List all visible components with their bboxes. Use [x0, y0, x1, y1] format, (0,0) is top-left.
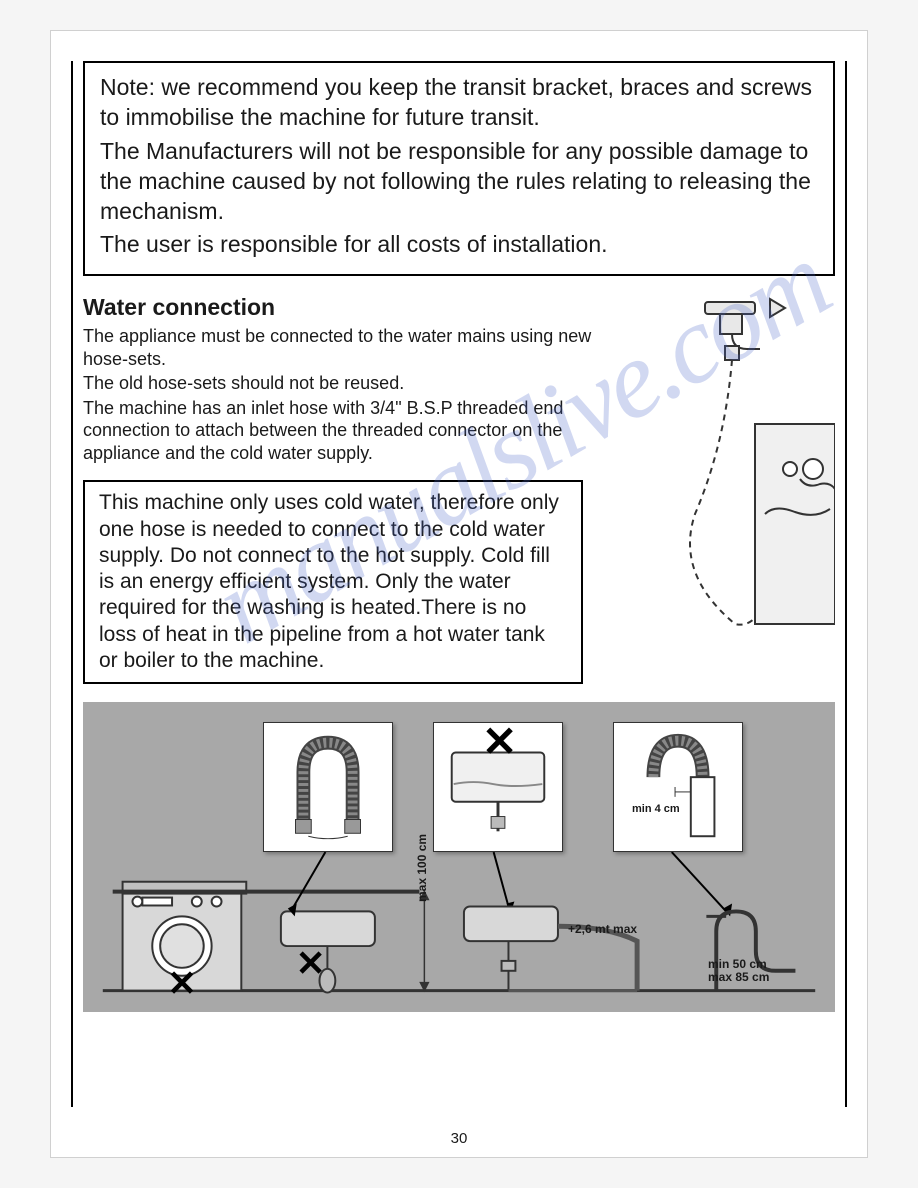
svg-text:✕: ✕	[296, 944, 326, 984]
mt-max-label: +2,6 mt max	[568, 922, 637, 936]
content-frame: Note: we recommend you keep the transit …	[71, 61, 847, 1107]
cold-water-text: This machine only uses cold water, there…	[99, 491, 559, 672]
tap-hose-diagram	[635, 294, 835, 654]
cold-water-info-box: This machine only uses cold water, there…	[83, 480, 583, 684]
water-p1: The appliance must be connected to the w…	[83, 325, 625, 370]
water-p2: The old hose-sets should not be reused.	[83, 372, 625, 395]
manual-page: Note: we recommend you keep the transit …	[50, 30, 868, 1158]
water-connection-title: Water connection	[83, 294, 625, 321]
callout-min4-label: min 4 cm	[632, 803, 680, 815]
drain-callout-standpipe: min 4 cm	[613, 722, 743, 852]
max-100-label: max 100 cm	[415, 834, 429, 902]
drain-callout-sink-wrong: ✕	[433, 722, 563, 852]
drain-diagram-panel: ✕ ✕	[83, 702, 835, 1012]
water-connection-text: Water connection The appliance must be c…	[83, 294, 625, 466]
transit-note-box: Note: we recommend you keep the transit …	[83, 61, 835, 276]
water-connection-body: The appliance must be connected to the w…	[83, 325, 625, 464]
svg-text:✕: ✕	[167, 964, 197, 1004]
note-para-2: The Manufacturers will not be responsibl…	[100, 137, 818, 227]
water-p3: The machine has an inlet hose with 3/4" …	[83, 397, 625, 465]
note-para-1: Note: we recommend you keep the transit …	[100, 73, 818, 133]
page-number: 30	[51, 1130, 867, 1147]
drain-callout-hook	[263, 722, 393, 852]
tap-diagram-container	[635, 294, 835, 466]
min-50-label: min 50 cm	[708, 957, 767, 971]
note-para-3: The user is responsible for all costs of…	[100, 230, 818, 260]
water-connection-section: Water connection The appliance must be c…	[83, 294, 835, 466]
x-mark-icon: ✕	[482, 717, 517, 766]
max-85-label: max 85 cm	[708, 970, 769, 984]
